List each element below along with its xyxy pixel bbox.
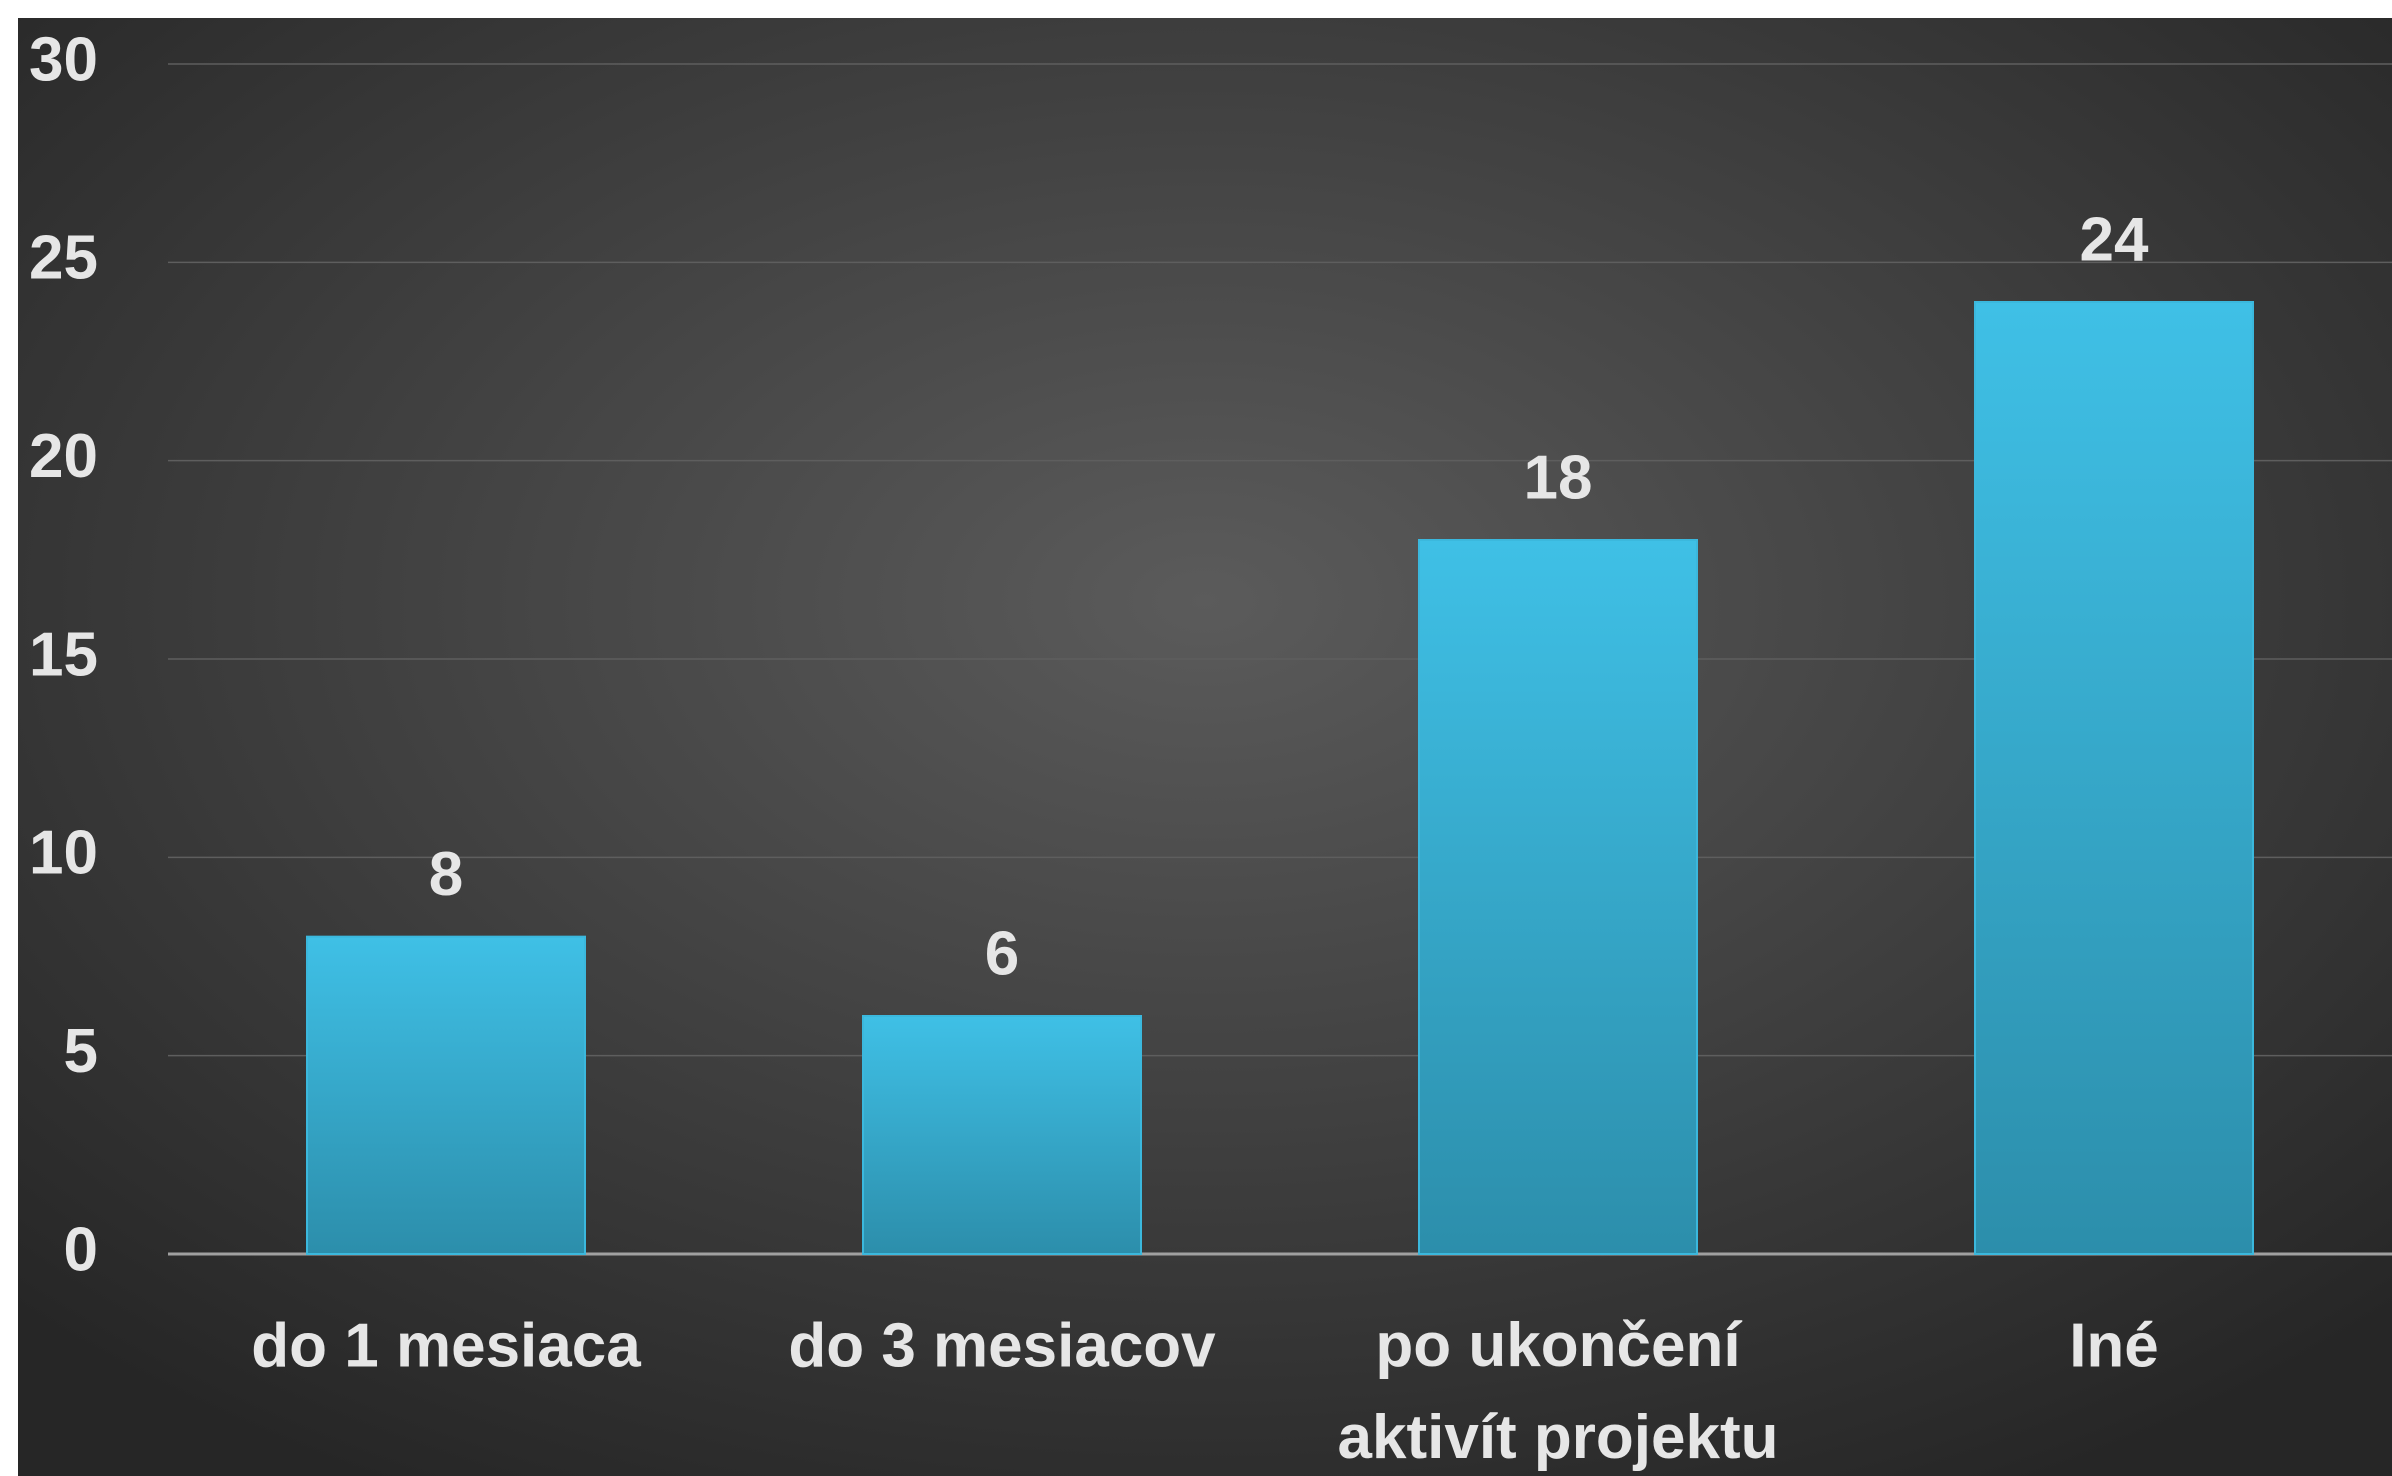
y-tick-label: 20 (29, 422, 98, 491)
x-tick-label: Iné (2069, 1311, 2159, 1380)
bar (1974, 301, 2254, 1255)
y-tick-label: 25 (29, 224, 98, 293)
y-tick-label: 15 (29, 620, 98, 689)
value-label: 8 (429, 840, 463, 909)
y-tick-label: 0 (64, 1215, 98, 1284)
bar (1418, 539, 1698, 1255)
x-tick-label: do 1 mesiaca (251, 1311, 641, 1380)
value-label: 18 (1524, 443, 1593, 512)
y-tick-label: 5 (64, 1017, 98, 1086)
bar (862, 1015, 1142, 1255)
value-label: 6 (985, 919, 1019, 988)
value-label: 24 (2080, 205, 2149, 274)
x-tick-label: do 3 mesiacov (788, 1311, 1216, 1380)
bar (306, 935, 586, 1256)
y-tick-label: 10 (29, 819, 98, 888)
x-tick-label: po ukončení aktivít projektu (1338, 1311, 1779, 1472)
y-tick-label: 30 (29, 25, 98, 94)
